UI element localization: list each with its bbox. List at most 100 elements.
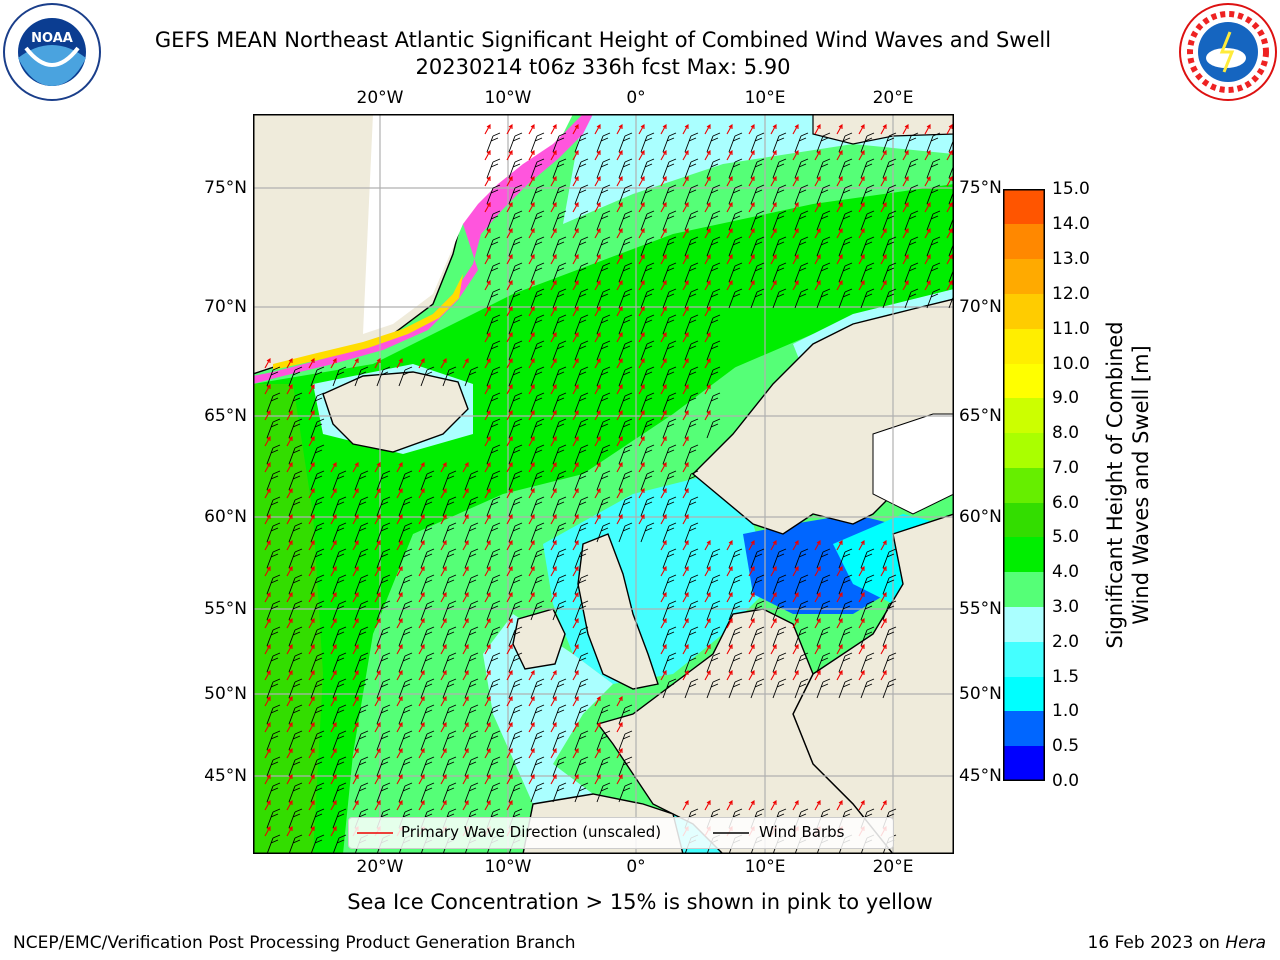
wind-barb (398, 522, 413, 543)
wind-barb (552, 210, 567, 231)
wind-barb (508, 314, 523, 335)
wind-barb (618, 262, 633, 283)
wave-direction-arrow (660, 487, 667, 499)
wind-barb (838, 626, 853, 647)
wave-direction-arrow (792, 279, 799, 291)
wind-barb (684, 184, 699, 205)
wind-barb (860, 652, 875, 673)
wave-direction-arrow (506, 409, 513, 421)
wind-barb (728, 678, 743, 699)
wind-barb (640, 496, 655, 517)
wind-barb (310, 704, 325, 725)
wave-direction-arrow (572, 409, 579, 421)
wind-barb (794, 548, 809, 569)
wave-direction-arrow (638, 513, 645, 525)
wave-direction-arrow (704, 643, 711, 655)
wave-direction-arrow (726, 591, 733, 603)
wind-barb (706, 678, 721, 699)
colorbar-tick-label: 1.5 (1052, 667, 1080, 687)
wave-direction-arrow (308, 357, 315, 369)
wave-direction-arrow (374, 643, 381, 655)
wind-barb (860, 548, 875, 569)
lon-label-bottom: 10°E (744, 857, 786, 877)
wind-barb (442, 652, 457, 673)
wave-direction-arrow (396, 669, 403, 681)
wind-barb (816, 288, 831, 309)
wave-direction-arrow (616, 695, 623, 707)
wave-direction-arrow (924, 253, 931, 265)
wave-direction-arrow (550, 695, 557, 707)
wind-barb (728, 132, 743, 153)
wave-direction-arrow (528, 721, 535, 733)
wind-barb (464, 548, 479, 569)
wind-barb (838, 210, 853, 231)
wave-direction-arrow (572, 513, 579, 525)
wind-barb (530, 730, 545, 751)
wind-barb (772, 288, 787, 309)
wave-direction-arrow (748, 123, 755, 135)
lat-label-right: 55°N (959, 599, 1002, 619)
wave-direction-arrow (836, 565, 843, 577)
wave-direction-arrow (572, 253, 579, 265)
wind-barb (288, 548, 303, 569)
wind-barb (508, 288, 523, 309)
wave-direction-arrow (902, 253, 909, 265)
wave-direction-arrow (484, 149, 491, 161)
wave-direction-arrow (594, 175, 601, 187)
wave-direction-arrow (550, 227, 557, 239)
wind-barb (684, 210, 699, 231)
wind-barb (266, 418, 281, 439)
wave-direction-arrow (374, 357, 381, 369)
wave-direction-arrow (396, 695, 403, 707)
wave-direction-arrow (704, 227, 711, 239)
wave-direction-arrow (726, 253, 733, 265)
wave-direction-arrow (462, 695, 469, 707)
wave-direction-arrow (506, 513, 513, 525)
wind-barb (574, 158, 589, 179)
wind-barb (684, 574, 699, 595)
wave-direction-arrow (550, 253, 557, 265)
wind-barb (486, 730, 501, 751)
wave-direction-arrow (418, 799, 425, 811)
wave-direction-arrow (858, 123, 865, 135)
wind-barb (706, 288, 721, 309)
wind-barb (508, 132, 523, 153)
wind-barb (728, 236, 743, 257)
wave-direction-arrow (484, 201, 491, 213)
wave-direction-arrow (770, 201, 777, 213)
wave-direction-arrow (748, 279, 755, 291)
wave-direction-arrow (528, 539, 535, 551)
wave-direction-arrow (704, 617, 711, 629)
wave-direction-arrow (286, 487, 293, 499)
wind-barb (816, 548, 831, 569)
wind-barb (618, 522, 633, 543)
wave-direction-arrow (594, 201, 601, 213)
wave-direction-arrow (638, 253, 645, 265)
wind-barb (508, 548, 523, 569)
wave-direction-arrow (330, 643, 337, 655)
wave-direction-arrow (506, 773, 513, 785)
wind-barb (618, 132, 633, 153)
colorbar-label-line1: Significant Height of Combined (1103, 321, 1127, 649)
wind-barb (530, 340, 545, 361)
wind-barb (552, 574, 567, 595)
wave-direction-arrow (594, 409, 601, 421)
wind-barb (310, 522, 325, 543)
wave-direction-arrow (374, 799, 381, 811)
wind-barb (706, 626, 721, 647)
wind-barb (442, 600, 457, 621)
wind-barb (530, 184, 545, 205)
wind-barb (728, 262, 743, 283)
wave-direction-arrow (484, 487, 491, 499)
wave-direction-arrow (440, 617, 447, 629)
wave-direction-arrow (814, 669, 821, 681)
map-title: GEFS MEAN Northeast Atlantic Significant… (154, 28, 1052, 52)
wave-direction-arrow (484, 357, 491, 369)
wind-barb (486, 288, 501, 309)
wave-direction-arrow (352, 565, 359, 577)
wind-barb (794, 262, 809, 283)
wave-direction-arrow (572, 591, 579, 603)
wave-direction-arrow (308, 461, 315, 473)
wind-barb (618, 704, 633, 725)
wind-barb (728, 158, 743, 179)
